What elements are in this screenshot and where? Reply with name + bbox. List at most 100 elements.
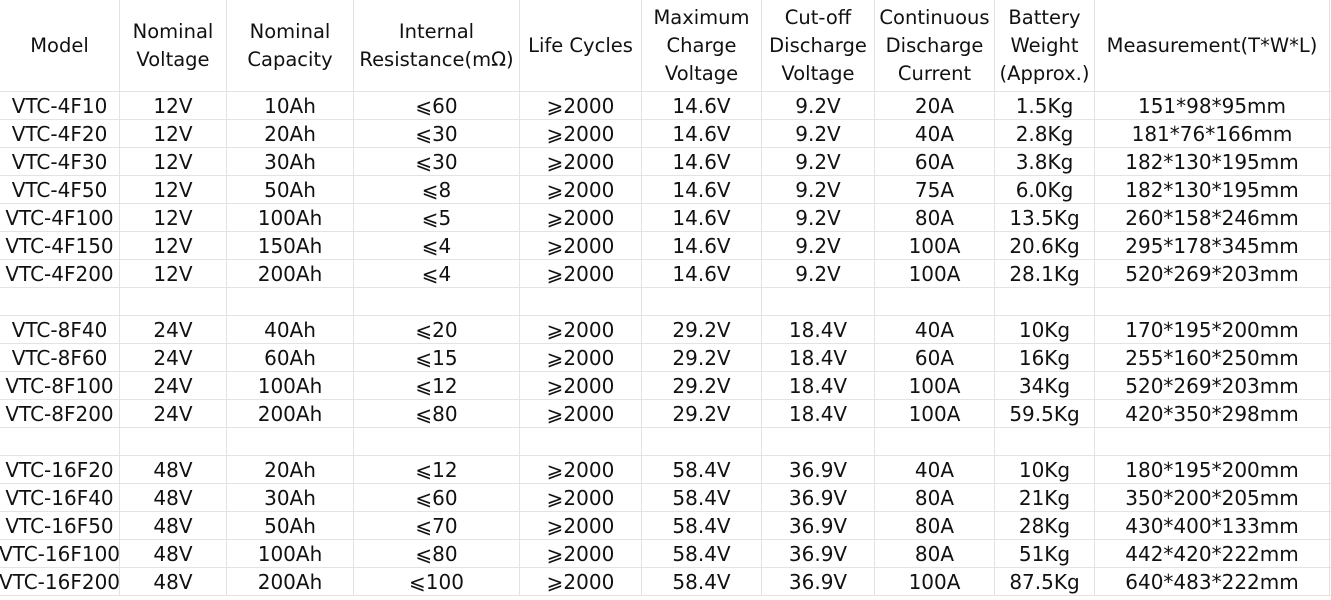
cell-max-charge-voltage[interactable]: 29.2V bbox=[642, 400, 762, 428]
cell-continuous-discharge-current[interactable]: 40A bbox=[875, 456, 995, 484]
cell-life-cycles[interactable]: ⩾2000 bbox=[520, 568, 642, 596]
cell-max-charge-voltage[interactable] bbox=[642, 428, 762, 456]
cell-nominal-voltage[interactable]: 12V bbox=[120, 260, 227, 288]
cell-life-cycles[interactable]: ⩾2000 bbox=[520, 232, 642, 260]
cell-measurement[interactable] bbox=[1095, 288, 1330, 316]
header-cell-life-cycles[interactable]: Life Cycles bbox=[520, 0, 642, 92]
cell-nominal-voltage[interactable]: 48V bbox=[120, 456, 227, 484]
cell-life-cycles[interactable]: ⩾2000 bbox=[520, 148, 642, 176]
cell-nominal-capacity[interactable]: 50Ah bbox=[227, 512, 354, 540]
cell-nominal-capacity[interactable]: 10Ah bbox=[227, 92, 354, 120]
cell-internal-resistance[interactable]: ⩽8 bbox=[354, 176, 520, 204]
cell-cutoff-discharge-voltage[interactable]: 18.4V bbox=[762, 344, 875, 372]
cell-internal-resistance[interactable]: ⩽15 bbox=[354, 344, 520, 372]
cell-internal-resistance[interactable]: ⩽4 bbox=[354, 260, 520, 288]
cell-nominal-voltage[interactable]: 24V bbox=[120, 316, 227, 344]
header-cell-nominal-capacity[interactable]: Nominal Capacity bbox=[227, 0, 354, 92]
cell-life-cycles[interactable]: ⩾2000 bbox=[520, 120, 642, 148]
cell-cutoff-discharge-voltage[interactable]: 18.4V bbox=[762, 372, 875, 400]
cell-life-cycles[interactable]: ⩾2000 bbox=[520, 372, 642, 400]
header-cell-max-charge-voltage[interactable]: Maximum Charge Voltage bbox=[642, 0, 762, 92]
cell-max-charge-voltage[interactable]: 14.6V bbox=[642, 92, 762, 120]
cell-internal-resistance[interactable]: ⩽20 bbox=[354, 316, 520, 344]
cell-nominal-capacity[interactable]: 100Ah bbox=[227, 372, 354, 400]
cell-internal-resistance[interactable]: ⩽100 bbox=[354, 568, 520, 596]
cell-cutoff-discharge-voltage[interactable]: 9.2V bbox=[762, 148, 875, 176]
cell-cutoff-discharge-voltage[interactable] bbox=[762, 288, 875, 316]
cell-cutoff-discharge-voltage[interactable]: 9.2V bbox=[762, 120, 875, 148]
cell-battery-weight[interactable]: 87.5Kg bbox=[995, 568, 1095, 596]
cell-battery-weight[interactable]: 10Kg bbox=[995, 456, 1095, 484]
cell-internal-resistance[interactable]: ⩽12 bbox=[354, 372, 520, 400]
cell-max-charge-voltage[interactable]: 58.4V bbox=[642, 568, 762, 596]
cell-battery-weight[interactable] bbox=[995, 428, 1095, 456]
cell-internal-resistance[interactable]: ⩽30 bbox=[354, 120, 520, 148]
cell-measurement[interactable]: 255*160*250mm bbox=[1095, 344, 1330, 372]
cell-max-charge-voltage[interactable]: 14.6V bbox=[642, 148, 762, 176]
cell-life-cycles[interactable]: ⩾2000 bbox=[520, 540, 642, 568]
cell-nominal-voltage[interactable]: 48V bbox=[120, 540, 227, 568]
cell-nominal-voltage[interactable]: 12V bbox=[120, 176, 227, 204]
cell-battery-weight[interactable]: 20.6Kg bbox=[995, 232, 1095, 260]
cell-cutoff-discharge-voltage[interactable]: 36.9V bbox=[762, 484, 875, 512]
cell-max-charge-voltage[interactable]: 14.6V bbox=[642, 232, 762, 260]
cell-measurement[interactable]: 260*158*246mm bbox=[1095, 204, 1330, 232]
cell-max-charge-voltage[interactable] bbox=[642, 288, 762, 316]
cell-battery-weight[interactable]: 10Kg bbox=[995, 316, 1095, 344]
cell-continuous-discharge-current[interactable]: 100A bbox=[875, 372, 995, 400]
cell-nominal-capacity[interactable] bbox=[227, 288, 354, 316]
cell-nominal-voltage[interactable]: 24V bbox=[120, 400, 227, 428]
cell-measurement[interactable]: 182*130*195mm bbox=[1095, 148, 1330, 176]
cell-continuous-discharge-current[interactable]: 40A bbox=[875, 316, 995, 344]
cell-nominal-capacity[interactable]: 20Ah bbox=[227, 456, 354, 484]
cell-measurement[interactable]: 442*420*222mm bbox=[1095, 540, 1330, 568]
header-cell-measurement[interactable]: Measurement(T*W*L) bbox=[1095, 0, 1330, 92]
header-cell-cutoff-discharge-voltage[interactable]: Cut-off Discharge Voltage bbox=[762, 0, 875, 92]
cell-internal-resistance[interactable]: ⩽12 bbox=[354, 456, 520, 484]
cell-nominal-capacity[interactable] bbox=[227, 428, 354, 456]
cell-model[interactable]: VTC-8F60 bbox=[0, 344, 120, 372]
cell-model[interactable]: VTC-8F100 bbox=[0, 372, 120, 400]
cell-life-cycles[interactable] bbox=[520, 288, 642, 316]
cell-cutoff-discharge-voltage[interactable]: 36.9V bbox=[762, 540, 875, 568]
cell-measurement[interactable]: 420*350*298mm bbox=[1095, 400, 1330, 428]
cell-cutoff-discharge-voltage[interactable]: 9.2V bbox=[762, 176, 875, 204]
cell-measurement[interactable]: 295*178*345mm bbox=[1095, 232, 1330, 260]
cell-nominal-capacity[interactable]: 200Ah bbox=[227, 568, 354, 596]
cell-measurement[interactable]: 180*195*200mm bbox=[1095, 456, 1330, 484]
cell-cutoff-discharge-voltage[interactable] bbox=[762, 428, 875, 456]
header-cell-nominal-voltage[interactable]: Nominal Voltage bbox=[120, 0, 227, 92]
cell-cutoff-discharge-voltage[interactable]: 36.9V bbox=[762, 512, 875, 540]
cell-nominal-capacity[interactable]: 200Ah bbox=[227, 400, 354, 428]
cell-nominal-voltage[interactable]: 12V bbox=[120, 148, 227, 176]
cell-model[interactable]: VTC-16F100 bbox=[0, 540, 120, 568]
cell-max-charge-voltage[interactable]: 58.4V bbox=[642, 456, 762, 484]
header-cell-model[interactable]: Model bbox=[0, 0, 120, 92]
cell-model[interactable]: VTC-4F50 bbox=[0, 176, 120, 204]
cell-nominal-voltage[interactable]: 24V bbox=[120, 372, 227, 400]
cell-internal-resistance[interactable]: ⩽4 bbox=[354, 232, 520, 260]
cell-nominal-voltage[interactable]: 12V bbox=[120, 120, 227, 148]
cell-model[interactable]: VTC-4F10 bbox=[0, 92, 120, 120]
cell-battery-weight[interactable]: 51Kg bbox=[995, 540, 1095, 568]
cell-measurement[interactable]: 170*195*200mm bbox=[1095, 316, 1330, 344]
cell-internal-resistance[interactable] bbox=[354, 288, 520, 316]
cell-battery-weight[interactable]: 6.0Kg bbox=[995, 176, 1095, 204]
cell-battery-weight[interactable]: 2.8Kg bbox=[995, 120, 1095, 148]
cell-measurement[interactable]: 430*400*133mm bbox=[1095, 512, 1330, 540]
cell-nominal-voltage[interactable]: 48V bbox=[120, 484, 227, 512]
cell-model[interactable]: VTC-4F150 bbox=[0, 232, 120, 260]
cell-life-cycles[interactable]: ⩾2000 bbox=[520, 204, 642, 232]
cell-nominal-voltage[interactable]: 12V bbox=[120, 232, 227, 260]
cell-life-cycles[interactable]: ⩾2000 bbox=[520, 92, 642, 120]
cell-internal-resistance[interactable]: ⩽60 bbox=[354, 92, 520, 120]
cell-model[interactable]: VTC-16F50 bbox=[0, 512, 120, 540]
cell-max-charge-voltage[interactable]: 14.6V bbox=[642, 176, 762, 204]
header-cell-internal-resistance[interactable]: Internal Resistance(mΩ) bbox=[354, 0, 520, 92]
cell-cutoff-discharge-voltage[interactable]: 36.9V bbox=[762, 456, 875, 484]
cell-internal-resistance[interactable]: ⩽60 bbox=[354, 484, 520, 512]
cell-continuous-discharge-current[interactable]: 60A bbox=[875, 344, 995, 372]
cell-continuous-discharge-current[interactable]: 100A bbox=[875, 232, 995, 260]
cell-model[interactable]: VTC-4F30 bbox=[0, 148, 120, 176]
cell-model[interactable] bbox=[0, 428, 120, 456]
